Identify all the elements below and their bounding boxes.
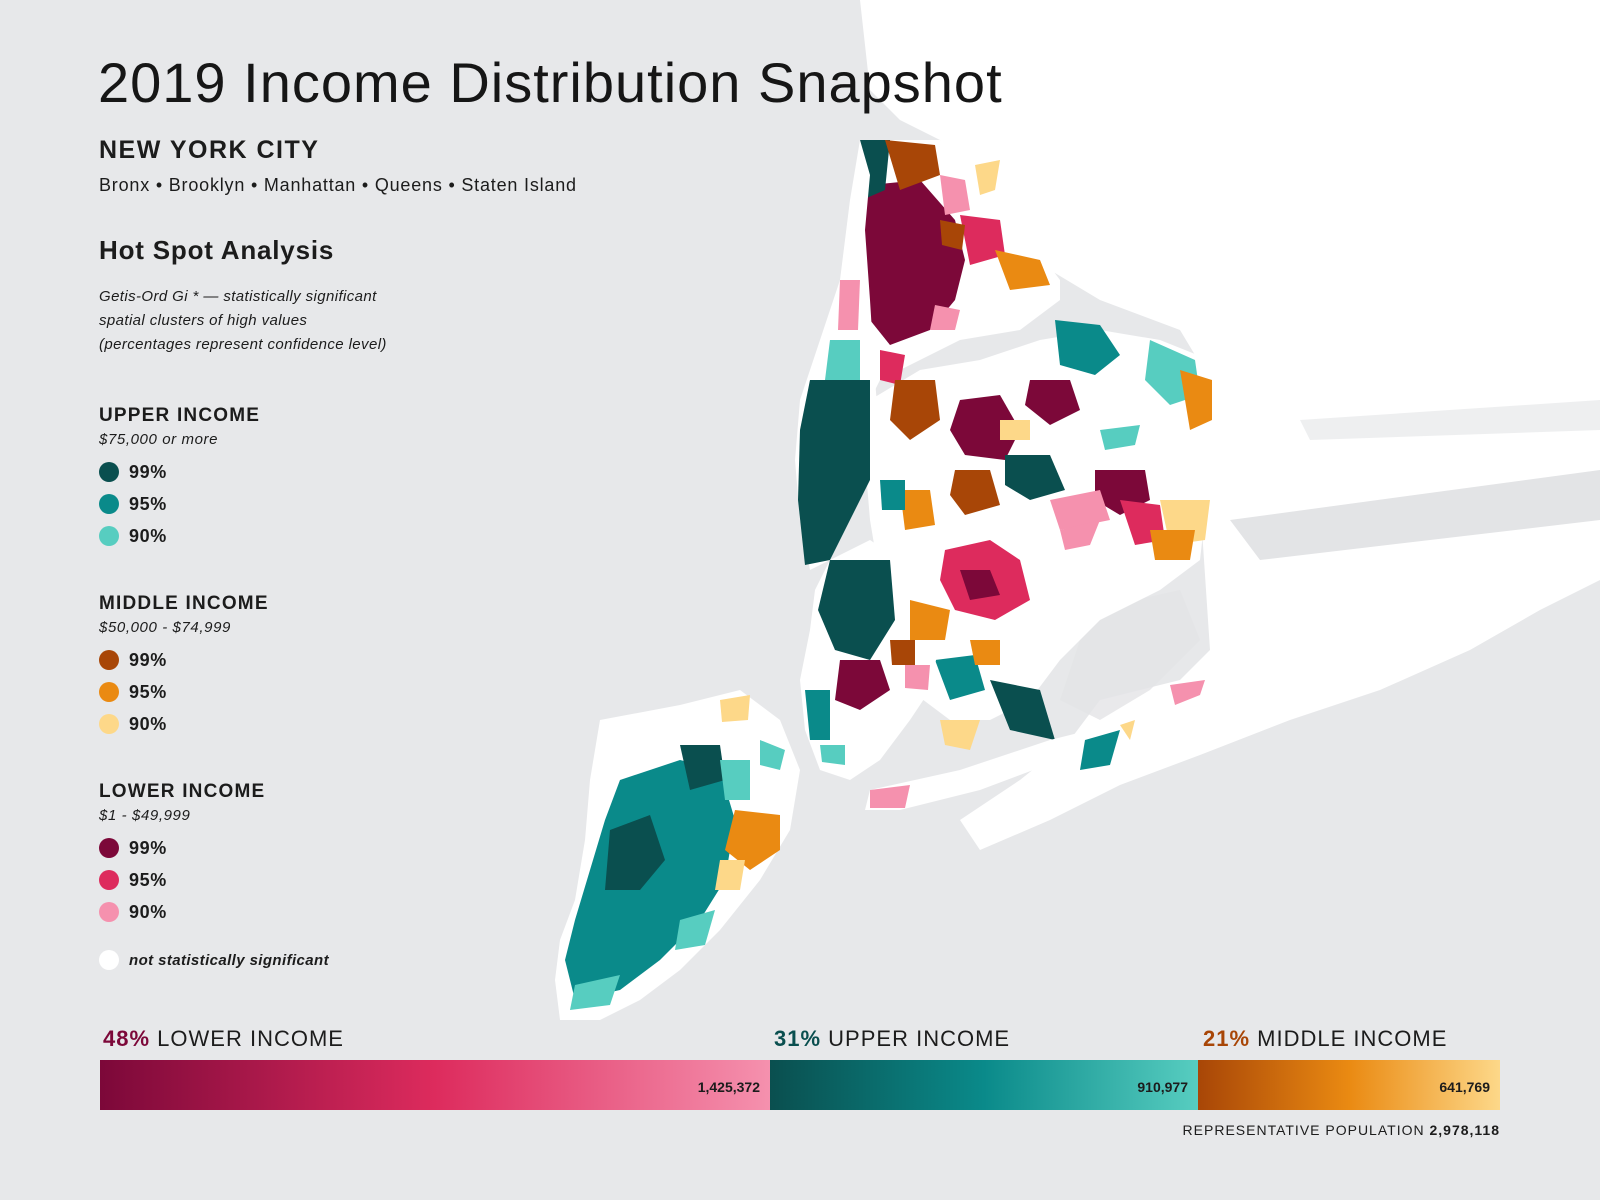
legend-item: 95% xyxy=(99,864,265,896)
bronx xyxy=(845,140,1060,400)
legend-swatch xyxy=(99,870,119,890)
legend-lower-income: LOWER INCOME $1 - $49,999 99% 95% 90% xyxy=(99,781,265,928)
legend-group-range: $1 - $49,999 xyxy=(99,807,191,824)
borough-list: Bronx • Brooklyn • Manhattan • Queens • … xyxy=(99,175,577,195)
manhattan xyxy=(795,140,880,570)
representative-population-label: REPRESENTATIVE POPULATION xyxy=(1182,1122,1425,1138)
legend-swatch xyxy=(99,838,119,858)
legend-group-title: LOWER INCOME xyxy=(99,781,266,802)
legend-label: 90% xyxy=(129,901,167,922)
legend-item: 90% xyxy=(99,520,260,552)
summary-middle-count: 641,769 xyxy=(1439,1079,1490,1095)
analysis-description: Getis-Ord Gi * — statistically significa… xyxy=(99,285,459,357)
analysis-description-line: (percentages represent confidence level) xyxy=(99,336,387,353)
summary-middle-pct: 21% xyxy=(1203,1026,1251,1051)
summary-middle-heading: 21% MIDDLE INCOME xyxy=(1203,1026,1447,1052)
legend-label: 95% xyxy=(129,869,167,890)
analysis-description-line: spatial clusters of high values xyxy=(99,312,308,329)
summary-bar-middle xyxy=(1198,1060,1500,1110)
legend-swatch xyxy=(99,714,119,734)
legend-item: 95% xyxy=(99,676,269,708)
legend-group-range: $50,000 - $74,999 xyxy=(99,619,231,636)
summary-upper-label: UPPER INCOME xyxy=(828,1026,1011,1051)
staten-island xyxy=(555,690,800,1020)
city-subtitle: NEW YORK CITY xyxy=(99,136,320,164)
legend-label: 99% xyxy=(129,649,167,670)
legend-group-title: MIDDLE INCOME xyxy=(99,593,269,614)
legend-group-range: $75,000 or more xyxy=(99,431,219,448)
legend-item: 99% xyxy=(99,456,260,488)
representative-population: REPRESENTATIVE POPULATION 2,978,118 xyxy=(1183,1122,1500,1138)
legend-label: 90% xyxy=(129,713,167,734)
legend-swatch xyxy=(99,650,119,670)
legend-not-significant: not statistically significant xyxy=(99,950,329,970)
summary-lower-pct: 48% xyxy=(103,1026,151,1051)
summary-middle-label: MIDDLE INCOME xyxy=(1257,1026,1448,1051)
legend-swatch xyxy=(99,902,119,922)
legend-item: 99% xyxy=(99,644,269,676)
legend-item: 95% xyxy=(99,488,260,520)
summary-upper-pct: 31% xyxy=(774,1026,822,1051)
summary-lower-count: 1,425,372 xyxy=(697,1079,760,1095)
legend-label: 99% xyxy=(129,837,167,858)
legend-item: 90% xyxy=(99,708,269,740)
legend-group-title: UPPER INCOME xyxy=(99,405,261,426)
legend-swatch xyxy=(99,462,119,482)
analysis-title: Hot Spot Analysis xyxy=(99,235,335,265)
page-title: 2019 Income Distribution Snapshot xyxy=(98,51,1003,114)
legend-item: 90% xyxy=(99,896,265,928)
legend-label: 99% xyxy=(129,461,167,482)
regional-landmass xyxy=(860,0,1600,850)
summary-upper-count: 910,977 xyxy=(1137,1079,1188,1095)
legend-swatch xyxy=(99,682,119,702)
queens xyxy=(865,320,1212,750)
legend-swatch xyxy=(99,494,119,514)
legend-label: not statistically significant xyxy=(129,951,329,969)
legend-swatch xyxy=(99,950,119,970)
summary-bar-lower xyxy=(100,1060,770,1110)
legend-label: 95% xyxy=(129,681,167,702)
summary-upper-heading: 31% UPPER INCOME xyxy=(774,1026,1010,1052)
summary-lower-heading: 48% LOWER INCOME xyxy=(103,1026,344,1052)
legend-item: 99% xyxy=(99,832,265,864)
rockaways xyxy=(865,680,1205,810)
summary-bar-upper xyxy=(770,1060,1198,1110)
representative-population-value: 2,978,118 xyxy=(1429,1122,1500,1138)
summary-lower-label: LOWER INCOME xyxy=(157,1026,344,1051)
analysis-description-line: Getis-Ord Gi * — statistically significa… xyxy=(99,288,377,305)
brooklyn xyxy=(800,540,950,780)
legend-label: 90% xyxy=(129,525,167,546)
legend-middle-income: MIDDLE INCOME $50,000 - $74,999 99% 95% … xyxy=(99,593,269,740)
legend-upper-income: UPPER INCOME $75,000 or more 99% 95% 90% xyxy=(99,405,260,552)
legend-swatch xyxy=(99,526,119,546)
legend-label: 95% xyxy=(129,493,167,514)
